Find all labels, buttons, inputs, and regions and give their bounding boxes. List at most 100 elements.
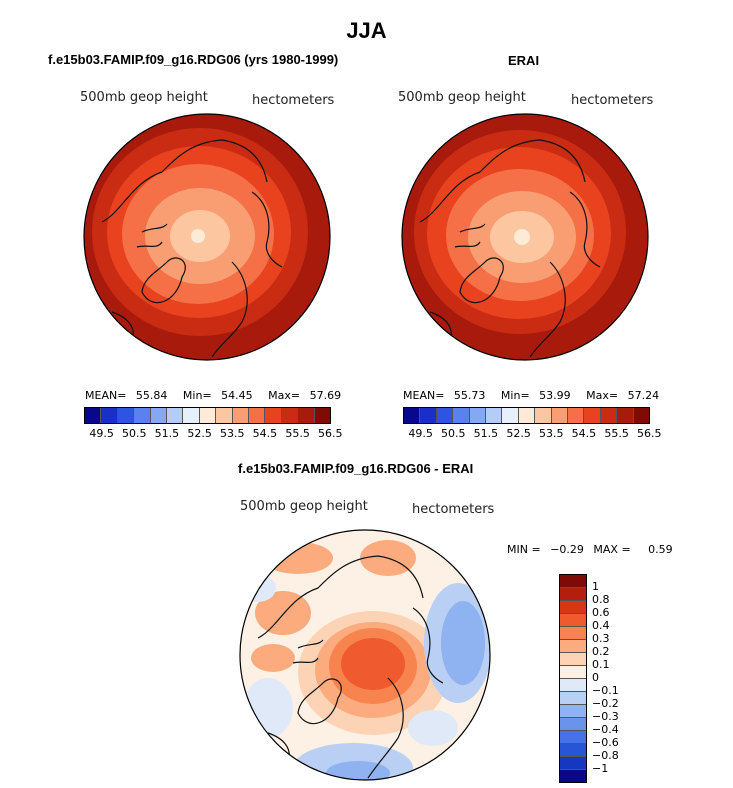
colorbar-tick-label: 56.5 (318, 427, 343, 440)
right-stats: MEAN= 55.73 Min= 53.99 Max= 57.24 (403, 389, 659, 402)
diff-colorbar-tick-label: −0.4 (592, 723, 619, 736)
right-mean-label: MEAN= (403, 389, 445, 402)
right-max-value: 57.24 (627, 389, 660, 402)
colorbar-swatch (134, 408, 151, 423)
diff-colorbar-tick-label: 0.2 (592, 645, 610, 658)
diff-colorbar-tick-label: −0.2 (592, 697, 619, 710)
diff-colorbar-tick-label: 0.4 (592, 619, 610, 632)
colorbar-swatch (298, 408, 315, 423)
colorbar-swatch (117, 408, 135, 423)
colorbar-tick-label: 50.5 (441, 427, 466, 440)
colorbar-swatch (216, 408, 233, 423)
left-min-label: Min= (182, 389, 212, 402)
diff-colorbar-swatch (560, 575, 586, 588)
colorbar-tick-label: 54.5 (571, 427, 597, 440)
diff-units-label: hectometers (412, 502, 495, 517)
colorbar-tick-label: 55.5 (604, 427, 629, 440)
colorbar-swatch (568, 408, 585, 423)
diff-colorbar-swatch (560, 666, 586, 679)
colorbar-swatch (101, 408, 118, 423)
diff-colorbar-tick-label: 0.8 (592, 593, 610, 606)
figure-title: JJA (346, 18, 387, 43)
diff-stats: MIN = −0.29 MAX = 0.59 (507, 543, 673, 556)
diff-colorbar-swatch (560, 627, 586, 640)
colorbar-swatch (633, 408, 650, 423)
diff-max-label: MAX = (593, 543, 631, 556)
right-units-label: hectometers (571, 93, 654, 108)
diff-colorbar (559, 574, 587, 783)
colorbar-swatch (502, 408, 519, 423)
colorbar-swatch (404, 408, 421, 423)
diff-colorbar-swatch (560, 640, 586, 653)
diff-colorbar-swatch (560, 588, 586, 601)
colorbar-swatch (617, 408, 634, 423)
right-min-label: Min= (500, 389, 530, 402)
colorbar-swatch (85, 408, 102, 423)
left-units-label: hectometers (252, 93, 335, 108)
colorbar-swatch (535, 408, 552, 423)
left-min-value: 54.45 (221, 389, 253, 402)
colorbar-swatch (150, 408, 168, 423)
colorbar-tick-label: 51.5 (154, 427, 180, 440)
colorbar-swatch (314, 408, 331, 423)
diff-colorbar-swatch (560, 718, 586, 731)
panel-right-title: ERAI (508, 53, 540, 68)
left-max-value: 57.69 (309, 389, 342, 402)
diff-colorbar-tick-label: 0.1 (592, 658, 610, 671)
diff-min-label: MIN = (507, 543, 541, 556)
diff-colorbar-tick-label: −0.3 (592, 710, 619, 723)
colorbar-swatch (453, 408, 470, 423)
right-mean-value: 55.73 (453, 389, 486, 402)
diff-panel-title: f.e15b03.FAMIP.f09_g16.RDG06 - ERAI (238, 461, 474, 476)
diff-polar-map (239, 529, 491, 781)
right-variable-label: 500mb geop height (398, 90, 526, 105)
colorbar-swatch (469, 408, 487, 423)
diff-max-value: 0.59 (648, 543, 673, 556)
panel-left-title: f.e15b03.FAMIP.f09_g16.RDG06 (yrs 1980-1… (48, 52, 339, 67)
colorbar-swatch (551, 408, 569, 423)
colorbar-tick-label: 52.5 (187, 427, 212, 440)
colorbar-swatch (281, 408, 299, 423)
colorbar-swatch (167, 408, 184, 423)
diff-colorbar-tick-label: −0.6 (592, 736, 619, 749)
right-colorbar (403, 407, 650, 424)
left-mean-value: 55.84 (135, 389, 168, 402)
colorbar-tick-label: 53.5 (220, 427, 245, 440)
diff-colorbar-swatch (560, 679, 586, 692)
diff-colorbar-tick-label: 1 (592, 580, 599, 593)
diff-colorbar-tick-label: −1 (592, 762, 609, 775)
colorbar-swatch (232, 408, 250, 423)
colorbar-swatch (486, 408, 503, 423)
left-variable-label: 500mb geop height (80, 90, 208, 105)
diff-colorbar-tick-label: 0 (592, 671, 599, 684)
diff-variable-label: 500mb geop height (240, 499, 368, 514)
left-max-label: Max= (268, 389, 301, 402)
right-polar-map (401, 113, 649, 361)
diff-colorbar-tick-label: 0.3 (592, 632, 610, 645)
diff-colorbar-swatch (560, 744, 586, 757)
diff-colorbar-swatch (560, 653, 586, 666)
left-colorbar (84, 407, 331, 424)
diff-colorbar-swatch (560, 757, 586, 770)
diff-colorbar-swatch (560, 614, 586, 627)
diff-colorbar-swatch (560, 601, 586, 614)
colorbar-swatch (518, 408, 536, 423)
diff-colorbar-swatch (560, 705, 586, 718)
colorbar-swatch (249, 408, 266, 423)
colorbar-tick-label: 49.5 (89, 427, 114, 440)
colorbar-tick-label: 49.5 (408, 427, 433, 440)
right-min-value: 53.99 (539, 389, 571, 402)
diff-colorbar-tick-label: −0.1 (592, 684, 619, 697)
diff-colorbar-tick-label: 0.6 (592, 606, 610, 619)
colorbar-tick-label: 50.5 (122, 427, 147, 440)
colorbar-swatch (420, 408, 437, 423)
diff-colorbar-swatch (560, 770, 586, 782)
colorbar-swatch (436, 408, 454, 423)
colorbar-tick-label: 52.5 (506, 427, 531, 440)
colorbar-swatch (600, 408, 618, 423)
diff-colorbar-tick-label: −0.8 (592, 749, 619, 762)
left-polar-map (83, 113, 331, 361)
colorbar-tick-label: 55.5 (285, 427, 310, 440)
left-stats: MEAN= 55.84 Min= 54.45 Max= 57.69 (85, 389, 341, 402)
right-max-label: Max= (586, 389, 619, 402)
